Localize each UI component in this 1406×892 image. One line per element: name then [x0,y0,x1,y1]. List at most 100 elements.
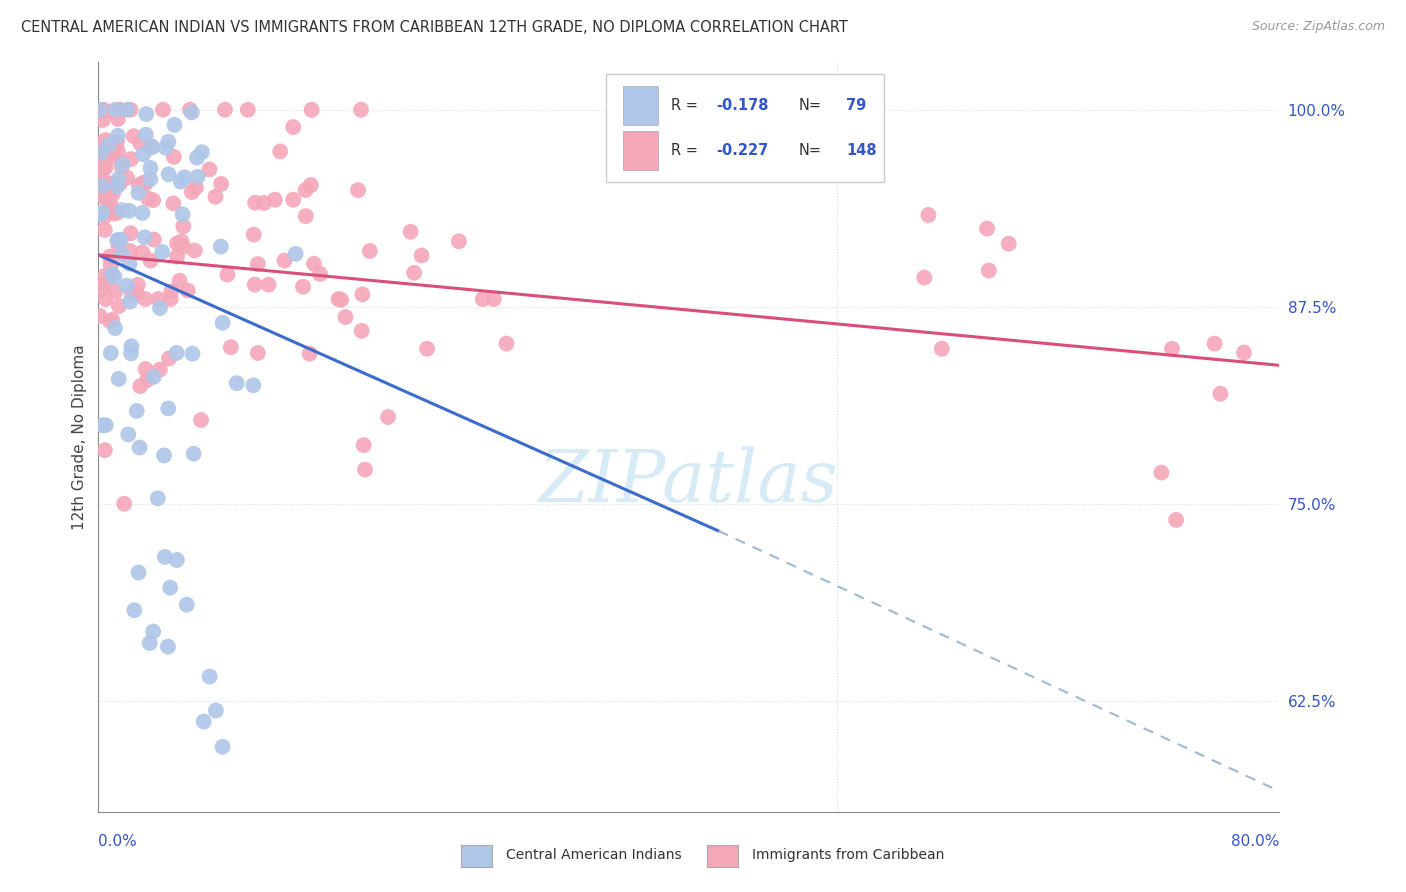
Point [94,223,117,237]
Point [294,183,316,197]
Point [172,240,194,254]
Point [347,183,370,197]
Point [129,136,152,151]
Point [115,103,138,117]
Point [141,139,163,153]
Point [330,293,353,307]
Point [107,234,129,248]
Point [152,103,174,117]
Point [105,179,128,194]
Point [169,274,191,288]
Point [100,145,122,160]
Point [105,135,128,149]
Point [141,140,163,154]
Point [447,234,470,248]
Point [100,104,122,119]
Point [107,238,129,252]
Point [89,146,111,161]
Point [103,150,125,164]
Point [135,107,157,121]
Point [353,438,375,452]
Point [193,714,215,729]
Point [157,167,180,181]
Point [89,309,111,323]
Point [931,342,953,356]
Point [135,362,157,376]
Point [225,376,247,391]
Point [91,418,114,433]
Point [170,235,193,249]
Point [350,103,373,117]
Text: 148: 148 [846,143,877,158]
Point [217,268,239,282]
Point [335,310,357,324]
Point [93,210,115,224]
Point [93,103,115,117]
Point [176,598,198,612]
Point [912,270,935,285]
Point [495,336,517,351]
Point [115,170,138,185]
Point [103,270,125,285]
Point [118,257,141,271]
Point [148,292,170,306]
Text: R =: R = [671,143,699,158]
Point [471,292,494,306]
Point [1233,345,1256,359]
Point [90,145,112,160]
Point [136,192,159,206]
Point [134,292,156,306]
Point [132,176,155,190]
Point [101,267,124,281]
Point [328,292,350,306]
Point [283,120,305,135]
Point [1150,466,1173,480]
Point [107,145,129,159]
Point [104,103,127,117]
Point [166,236,188,251]
Point [111,160,134,174]
Point [253,196,276,211]
Point [89,103,111,117]
Text: N=: N= [799,143,821,158]
Point [302,257,325,271]
Point [89,207,111,221]
Point [91,103,114,118]
Point [292,279,315,293]
Point [139,253,162,268]
Point [1209,386,1232,401]
Point [90,167,112,181]
Point [242,378,264,392]
Point [183,447,205,461]
Point [100,268,122,283]
Point [110,233,132,247]
Point [179,103,201,117]
Text: -0.178: -0.178 [716,98,769,113]
Point [120,339,142,353]
Point [127,186,149,200]
Point [120,152,142,166]
Point [120,226,142,240]
Point [118,203,141,218]
Point [104,284,127,298]
Point [236,103,259,117]
Point [105,206,128,220]
Point [482,292,505,306]
Point [211,739,233,754]
Point [917,208,939,222]
Point [132,147,155,161]
Point [111,158,134,172]
Point [377,410,399,425]
Point [181,346,204,360]
Point [166,346,188,360]
Point [155,141,177,155]
Point [108,299,131,313]
Point [205,704,228,718]
Point [125,404,148,418]
Point [101,186,124,201]
Point [103,138,125,153]
Point [283,193,305,207]
Point [219,340,242,354]
Point [91,178,114,193]
Point [162,196,184,211]
